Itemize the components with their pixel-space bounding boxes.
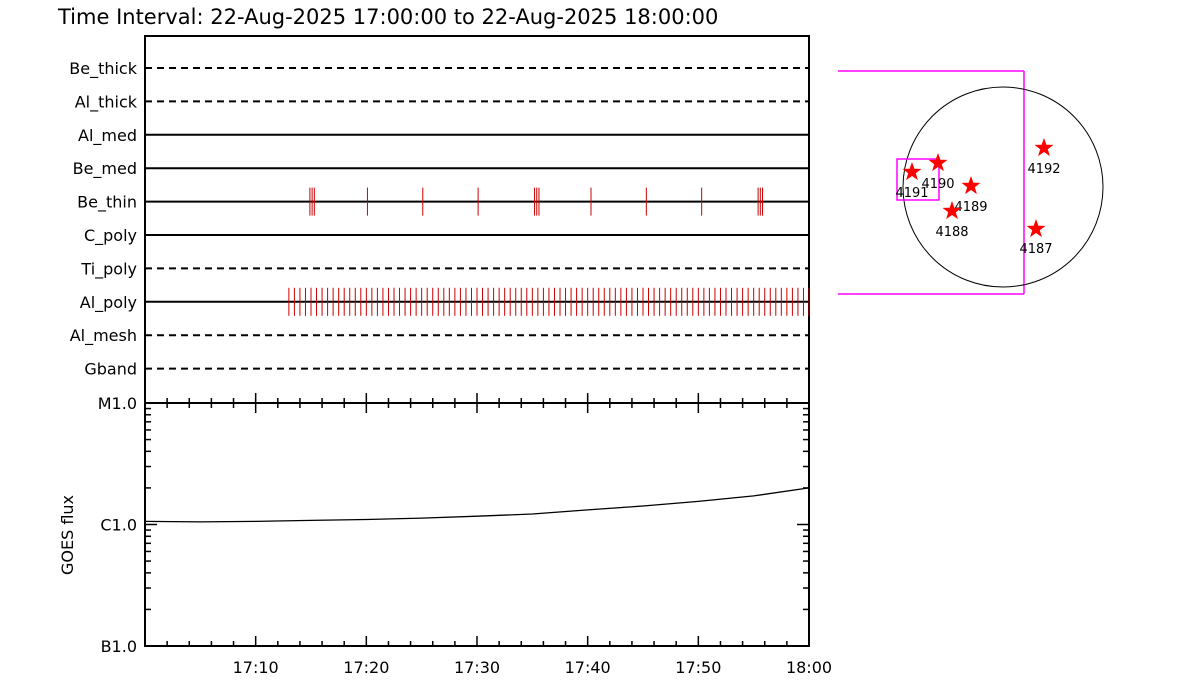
y-tick-label: B1.0	[101, 637, 137, 656]
channel-label-ti-poly: Ti_poly	[80, 259, 137, 279]
active-region-star-icon	[902, 162, 922, 181]
x-tick-label: 17:40	[565, 658, 611, 677]
x-tick-label: 17:30	[454, 658, 500, 677]
channel-label-c-poly: C_poly	[84, 226, 137, 246]
active-region-star-icon	[1026, 219, 1046, 238]
active-region-label: 4189	[954, 200, 987, 215]
timeline-frame	[144, 35, 810, 404]
active-region-star-icon	[942, 201, 962, 220]
channel-label-al-med: Al_med	[78, 126, 137, 146]
solar-disk	[902, 86, 1104, 288]
active-region-label: 4192	[1027, 162, 1060, 177]
small-fov-box	[896, 158, 940, 201]
y-tick-label: C1.0	[100, 516, 137, 535]
active-region-star-icon	[928, 153, 948, 172]
x-tick-label: 17:50	[675, 658, 721, 677]
x-tick-label: 17:10	[233, 658, 279, 677]
active-region-label: 4190	[921, 177, 954, 192]
channel-label-al-mesh: Al_mesh	[70, 326, 137, 346]
channel-label-be-thick: Be_thick	[69, 59, 137, 79]
active-region-label: 4188	[935, 225, 968, 240]
active-region-star-icon	[1034, 138, 1054, 157]
x-tick-label: 17:20	[343, 658, 389, 677]
filter-timeline-plot: Be_thick Al_thick Al_med Be_med Be_thin C_pol…	[69, 35, 810, 404]
channel-label-al-thick: Al_thick	[75, 92, 138, 112]
goes-frame	[144, 402, 810, 647]
x-tick-label: 18:00	[786, 658, 832, 677]
channel-label-be-med: Be_med	[73, 159, 137, 179]
goes-flux-plot: 17:10 17:20 17:30 17:40 17:50 18:00 B1.0 C1.0 M1…	[58, 393, 832, 677]
time-interval-title: Time Interval: 22-Aug-2025 17:00:00 to 2…	[57, 5, 718, 29]
goes-flux-line	[144, 487, 810, 523]
goes-axis-ticks: 17:10 17:20 17:30 17:40 17:50 18:00 B1.0 C1.0 M1…	[98, 393, 832, 677]
channel-label-gband: Gband	[84, 360, 137, 379]
y-tick-label: M1.0	[98, 394, 137, 413]
active-region-star-icon	[961, 176, 981, 195]
active-region-label: 4191	[895, 186, 928, 201]
filter-channels: Be_thick Al_thick Al_med Be_med Be_thin C_pol…	[69, 59, 810, 379]
active-region-label: 4187	[1019, 242, 1052, 257]
goes-y-axis-label: GOES flux	[58, 495, 77, 575]
channel-label-be-thin: Be_thin	[77, 193, 137, 213]
channel-label-al-poly: Al_poly	[80, 293, 137, 313]
